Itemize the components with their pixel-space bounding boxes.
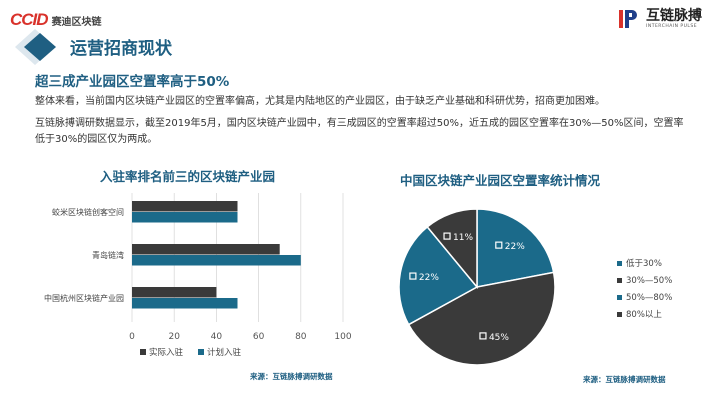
pie-chart-slice-label: 22% [505, 242, 525, 252]
bar-chart-bar [132, 244, 280, 255]
bar-chart-category-label: 青岛链湾 [92, 250, 124, 260]
bar-chart-bar [132, 212, 238, 223]
bar-chart-legend-swatch [140, 349, 146, 355]
pie-chart-legend-label: 80%以上 [626, 310, 662, 320]
bar-chart-title: 入驻率排名前三的区块链产业园 [100, 169, 276, 184]
interchain-logo-icon [619, 10, 637, 28]
section-subtitle: 超三成产业园区空置率高于50% [35, 74, 230, 90]
bar-chart-x-tick: 20 [168, 332, 180, 342]
bar-chart-x-tick: 100 [334, 332, 351, 342]
paragraph-overview: 整体来看，当前国内区块链产业园区的空置率偏高，尤其是内陆地区的产业园区，由于缺乏… [35, 96, 605, 107]
title-diamond-icon [15, 29, 56, 65]
bar-chart-bar [132, 255, 301, 266]
pie-chart-slice-label: 22% [419, 273, 439, 283]
bar-chart-bar [132, 298, 238, 309]
pie-chart-source: 来源：互链脉搏调研数据 [583, 375, 666, 384]
bar-chart-legend-swatch [198, 349, 204, 355]
pie-chart-legend-swatch [617, 295, 622, 300]
bar-chart-bar [132, 287, 217, 298]
interchain-logo-name: 互链脉搏 [646, 7, 702, 24]
paragraph-survey: 互链脉搏调研数据显示，截至2019年5月，国内区块链产业园中，有三成园区的空置率… [35, 118, 684, 145]
pie-chart-legend-swatch [617, 261, 622, 266]
pie-chart-slice-label: 45% [489, 333, 509, 343]
bar-chart-x-tick: 0 [129, 332, 135, 342]
interchain-logo-en: INTERCHAIN PULSE [646, 23, 698, 29]
ccid-logo: CCID 赛迪区块链 [10, 10, 102, 30]
pie-chart-legend-swatch [617, 278, 622, 283]
pie-chart-legend-label: 低于30% [626, 258, 662, 269]
pie-chart-slice [426, 208, 478, 290]
bar-chart-legend-label: 实际入驻 [149, 347, 184, 358]
pie-chart-label-marker [479, 332, 487, 340]
page-title: 运营招商现状 [70, 39, 172, 59]
pie-chart-legend-swatch [617, 312, 622, 317]
ccid-logo-name: 赛迪区块链 [51, 16, 102, 28]
pie-chart-legend-label: 30%—50% [626, 276, 672, 286]
bar-chart-bar [132, 201, 238, 212]
pie-chart-title: 中国区块链产业园区空置率统计情况 [400, 173, 601, 188]
pie-chart-slice [476, 208, 555, 288]
pie-chart-label-marker [495, 241, 503, 249]
bar-chart-category-label: 中国杭州区块链产业园 [44, 293, 124, 303]
bar-chart-x-tick: 80 [295, 332, 307, 342]
bar-chart-legend-label: 计划入驻 [207, 347, 242, 358]
pie-chart-slice [398, 225, 479, 326]
pie-chart-label-marker [443, 232, 451, 240]
pie-chart-slice [407, 271, 556, 366]
bar-chart-category-label: 蛟米区块链创客空间 [52, 207, 124, 217]
bar-chart-x-tick: 60 [253, 332, 265, 342]
pie-chart-label-marker [409, 272, 417, 280]
pie-chart-slice-label: 11% [453, 233, 473, 243]
ccid-logo-mark: CCID [10, 10, 49, 29]
interchain-logo: 互链脉搏 INTERCHAIN PULSE [618, 8, 702, 30]
bar-chart-x-tick: 40 [211, 332, 223, 342]
pie-chart-legend-label: 50%—80% [626, 293, 672, 303]
bar-chart-source: 来源：互链脉搏调研数据 [250, 372, 333, 381]
